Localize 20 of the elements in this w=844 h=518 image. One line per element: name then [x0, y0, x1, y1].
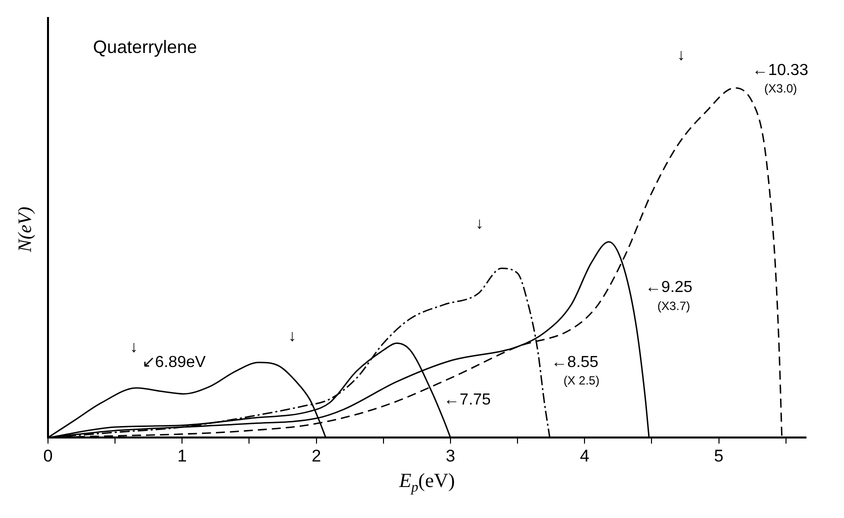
- y-axis-title: N(eV): [15, 206, 36, 254]
- annotation: (X3.0): [764, 82, 797, 96]
- x-tick-label: 3: [446, 446, 456, 466]
- text: ←10.33: [752, 62, 808, 79]
- x-tick-label: 2: [312, 446, 322, 466]
- annotation: ↓: [288, 328, 296, 345]
- chart-title: Quaterrylene: [93, 36, 198, 57]
- annotation: ←7.75: [444, 392, 491, 409]
- text: ↓: [677, 46, 686, 64]
- annotation: (X 2.5): [563, 374, 600, 388]
- x-tick-label: 5: [714, 446, 724, 466]
- annotation: ↓: [130, 339, 138, 356]
- annotation: (X3.7): [657, 298, 690, 313]
- x-tick-label: 4: [580, 446, 590, 466]
- annotation: ↓: [476, 215, 484, 232]
- annotation: ←9.25: [645, 279, 693, 296]
- x-tick-label: 1: [177, 446, 187, 466]
- annotation: ←8.55: [551, 354, 599, 371]
- annotation: ↙6.89eV: [142, 354, 206, 371]
- x-tick-label: 0: [43, 446, 53, 466]
